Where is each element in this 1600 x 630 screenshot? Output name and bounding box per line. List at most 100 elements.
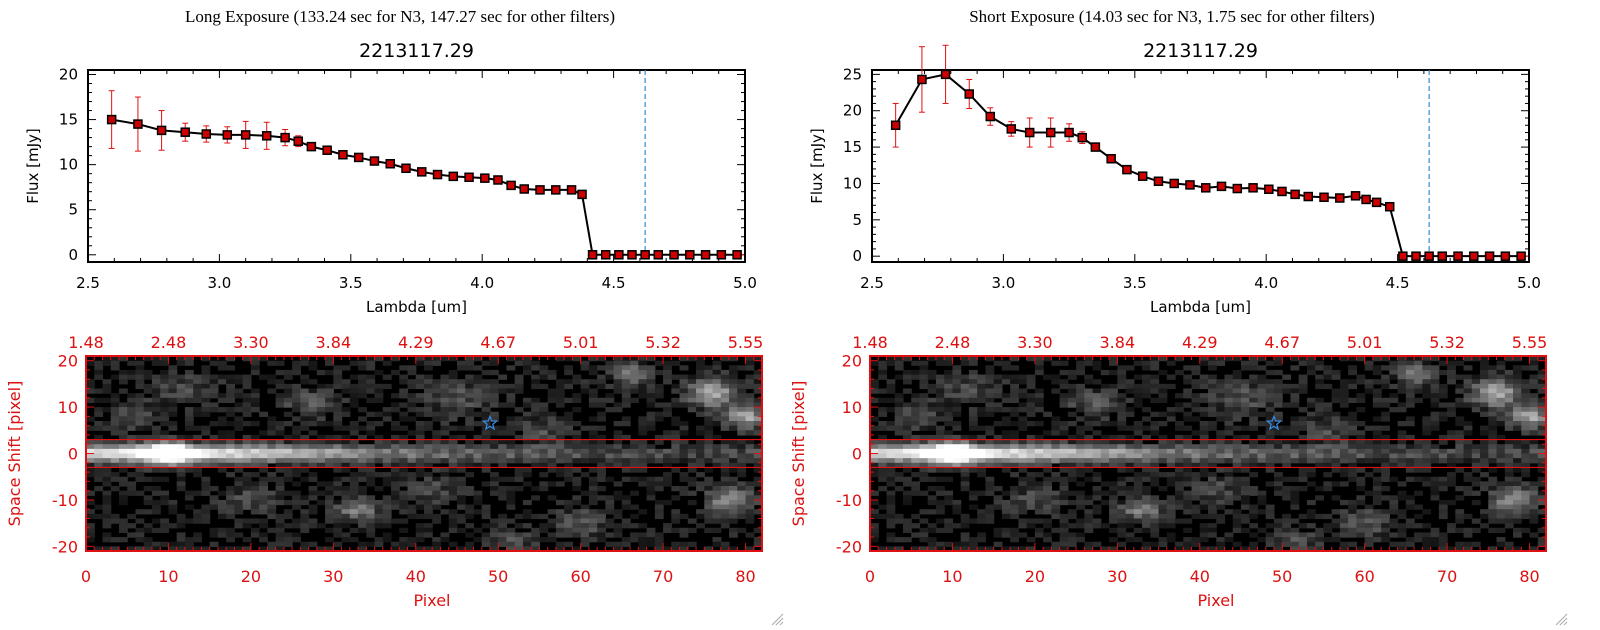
image-pixel [597,402,606,408]
image-pixel [1010,430,1019,436]
image-pixel [366,472,376,478]
image-pixel [325,369,334,376]
image-pixel [1051,509,1061,515]
image-pixel [1381,356,1390,362]
image-pixel [1208,356,1217,362]
image-pixel [745,504,755,510]
image-pixel [1496,383,1506,390]
image-pixel [333,462,343,469]
image-pixel [911,434,921,441]
image-pixel [597,476,606,482]
image-pixel [118,458,128,464]
image-pixel [160,448,170,455]
image-pixel [1142,499,1151,506]
image-pixel [968,421,978,427]
image-pixel [522,434,532,441]
image-pixel [349,486,359,492]
image-pixel [870,509,879,515]
image-pixel [176,434,186,441]
image-pixel [407,397,417,404]
image-pixel [1496,453,1506,459]
image-pixel [506,383,516,390]
image-pixel [283,369,293,376]
image-pixel [168,462,178,469]
image-y-tick-label: 0 [68,445,78,464]
image-pixel [605,383,615,390]
image-pixel [184,374,194,380]
image-pixel [870,425,879,431]
image-pixel [1067,462,1077,469]
image-top-tick-label: 1.48 [68,333,104,352]
image-pixel [1257,356,1267,362]
image-pixel [1084,453,1094,459]
image-pixel [94,453,104,459]
image-pixel [696,379,705,385]
image-pixel [977,379,987,385]
image-pixel [1381,448,1390,455]
image-pixel [86,439,95,445]
image-pixel [1323,411,1333,417]
image-pixel [267,527,277,534]
image-pixel [564,453,573,459]
image-pixel [358,360,367,366]
image-pixel [745,481,755,487]
image-pixel [234,490,244,496]
image-pixel [440,490,450,496]
panel-header: Short Exposure (14.03 sec for N3, 1.75 s… [969,7,1375,26]
image-pixel [127,472,137,478]
image-pixel [696,430,705,436]
image-pixel [654,499,664,506]
image-pixel [555,513,565,520]
image-pixel [308,523,318,529]
image-pixel [1166,472,1176,478]
image-pixel [316,453,326,459]
image-pixel [94,476,104,482]
image-pixel [448,527,458,534]
image-pixel [176,486,186,492]
image-pixel [250,434,260,441]
image-pixel [465,486,475,492]
image-pixel [1100,434,1110,441]
image-pixel [1257,434,1267,441]
image-pixel [712,481,722,487]
image-pixel [911,481,921,487]
image-pixel [1504,495,1514,501]
image-pixel [432,448,442,455]
image-pixel [456,411,466,417]
image-pixel [720,481,730,487]
image-pixel [1372,467,1382,473]
image-pixel [325,504,334,510]
image-pixel [358,365,367,371]
image-pixel [292,453,301,459]
image-pixel [201,504,211,510]
image-pixel [1249,365,1259,371]
image-pixel [968,397,978,404]
image-pixel [1034,509,1044,515]
image-pixel [325,509,334,515]
image-pixel [993,407,1003,413]
image-pixel [737,430,747,436]
image-pixel [1480,425,1489,431]
image-pixel [531,365,541,371]
image-pixel [226,397,235,404]
image-pixel [572,499,582,506]
image-pixel [1240,388,1250,394]
image-pixel [522,402,532,408]
image-pixel [1422,481,1432,487]
image-pixel [1480,513,1489,520]
image-pixel [960,476,970,482]
image-pixel [1430,444,1440,450]
image-pixel [555,383,565,390]
image-pixel [1208,462,1217,469]
image-pixel [1018,407,1028,413]
image-pixel [1422,369,1432,376]
image-pixel [870,472,879,478]
image-pixel [720,509,730,515]
image-pixel [671,430,681,436]
image-pixel [1232,481,1242,487]
image-pixel [663,458,672,464]
image-pixel [745,518,755,524]
image-pixel [127,490,137,496]
image-pixel [201,439,211,445]
image-pixel [1191,513,1201,520]
